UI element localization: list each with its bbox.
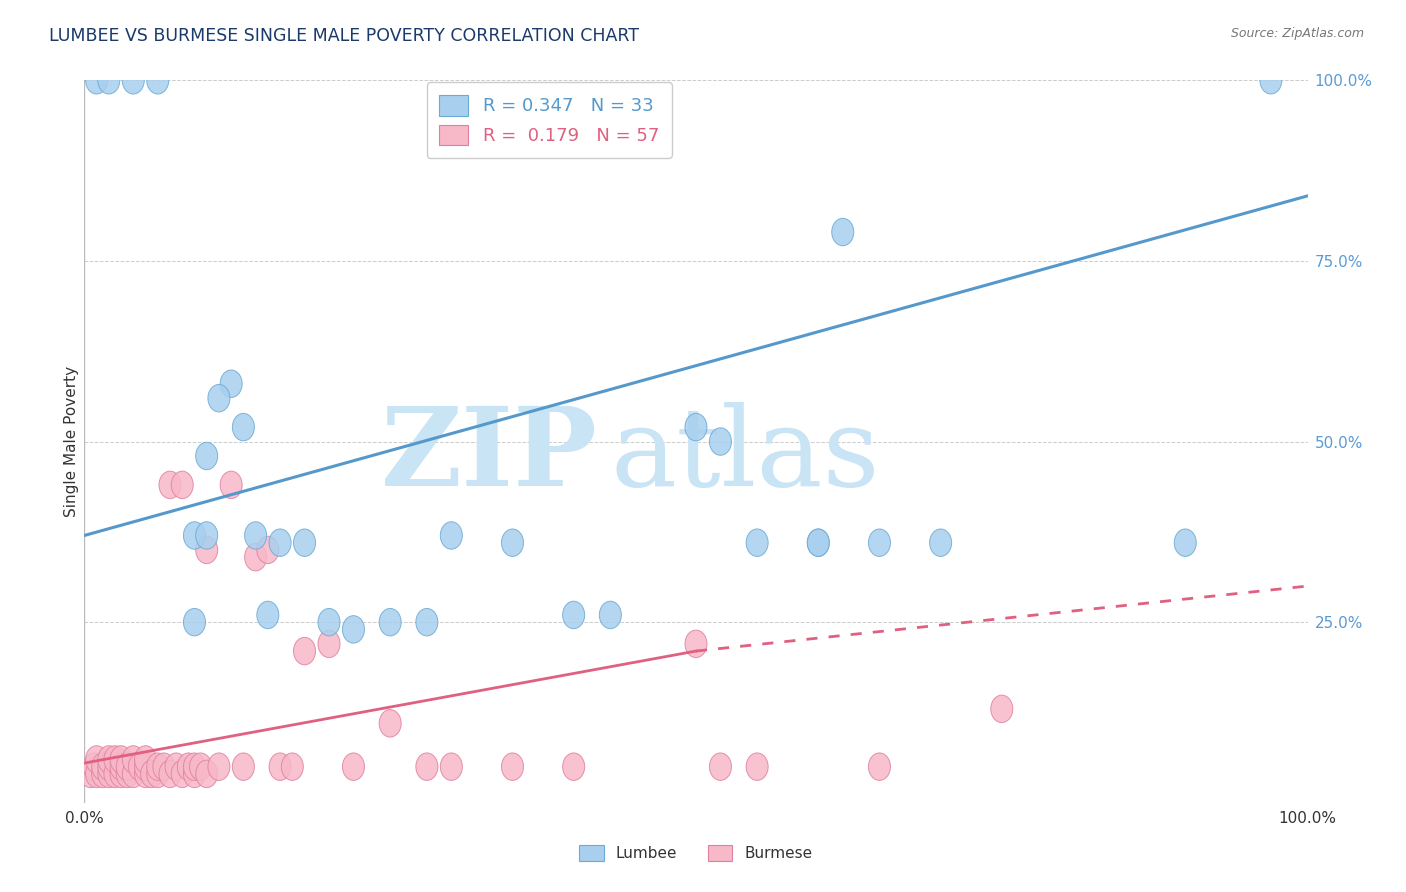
Ellipse shape: [245, 522, 267, 549]
Ellipse shape: [195, 760, 218, 788]
Ellipse shape: [269, 753, 291, 780]
Ellipse shape: [80, 760, 101, 788]
Ellipse shape: [146, 753, 169, 780]
Ellipse shape: [710, 753, 731, 780]
Ellipse shape: [146, 67, 169, 94]
Ellipse shape: [135, 760, 156, 788]
Ellipse shape: [502, 753, 523, 780]
Ellipse shape: [86, 746, 108, 773]
Ellipse shape: [117, 760, 138, 788]
Ellipse shape: [269, 529, 291, 557]
Text: Source: ZipAtlas.com: Source: ZipAtlas.com: [1230, 27, 1364, 40]
Ellipse shape: [135, 746, 156, 773]
Ellipse shape: [245, 543, 267, 571]
Ellipse shape: [294, 638, 315, 665]
Ellipse shape: [562, 753, 585, 780]
Ellipse shape: [343, 753, 364, 780]
Ellipse shape: [183, 753, 205, 780]
Ellipse shape: [190, 753, 211, 780]
Ellipse shape: [232, 413, 254, 441]
Ellipse shape: [135, 753, 156, 780]
Text: LUMBEE VS BURMESE SINGLE MALE POVERTY CORRELATION CHART: LUMBEE VS BURMESE SINGLE MALE POVERTY CO…: [49, 27, 640, 45]
Ellipse shape: [343, 615, 364, 643]
Ellipse shape: [685, 413, 707, 441]
Ellipse shape: [502, 529, 523, 557]
Ellipse shape: [318, 630, 340, 657]
Ellipse shape: [83, 753, 105, 780]
Ellipse shape: [440, 522, 463, 549]
Ellipse shape: [172, 471, 193, 499]
Ellipse shape: [195, 522, 218, 549]
Ellipse shape: [110, 746, 132, 773]
Ellipse shape: [208, 753, 231, 780]
Ellipse shape: [172, 760, 193, 788]
Ellipse shape: [281, 753, 304, 780]
Ellipse shape: [141, 760, 163, 788]
Ellipse shape: [807, 529, 830, 557]
Ellipse shape: [232, 753, 254, 780]
Ellipse shape: [1260, 67, 1282, 94]
Ellipse shape: [221, 370, 242, 398]
Ellipse shape: [747, 753, 768, 780]
Ellipse shape: [685, 630, 707, 657]
Ellipse shape: [153, 753, 174, 780]
Ellipse shape: [159, 471, 181, 499]
Ellipse shape: [110, 760, 132, 788]
Y-axis label: Single Male Poverty: Single Male Poverty: [63, 366, 79, 517]
Ellipse shape: [869, 529, 890, 557]
Ellipse shape: [104, 760, 127, 788]
Ellipse shape: [183, 522, 205, 549]
Ellipse shape: [380, 608, 401, 636]
Ellipse shape: [98, 760, 120, 788]
Ellipse shape: [257, 536, 278, 564]
Ellipse shape: [86, 760, 108, 788]
Ellipse shape: [195, 536, 218, 564]
Ellipse shape: [122, 760, 145, 788]
Ellipse shape: [91, 753, 114, 780]
Ellipse shape: [165, 753, 187, 780]
Ellipse shape: [98, 67, 120, 94]
Ellipse shape: [599, 601, 621, 629]
Ellipse shape: [86, 67, 108, 94]
Ellipse shape: [122, 67, 145, 94]
Ellipse shape: [183, 760, 205, 788]
Text: ZIP: ZIP: [381, 402, 598, 509]
Ellipse shape: [318, 608, 340, 636]
Ellipse shape: [747, 529, 768, 557]
Ellipse shape: [929, 529, 952, 557]
Ellipse shape: [562, 601, 585, 629]
Text: atlas: atlas: [610, 402, 880, 509]
Ellipse shape: [98, 746, 120, 773]
Ellipse shape: [221, 471, 242, 499]
Ellipse shape: [146, 760, 169, 788]
Ellipse shape: [183, 608, 205, 636]
Ellipse shape: [416, 608, 437, 636]
Legend: Lumbee, Burmese: Lumbee, Burmese: [574, 839, 818, 867]
Ellipse shape: [110, 753, 132, 780]
Ellipse shape: [117, 753, 138, 780]
Ellipse shape: [159, 760, 181, 788]
Ellipse shape: [195, 442, 218, 470]
Ellipse shape: [832, 219, 853, 245]
Ellipse shape: [294, 529, 315, 557]
Ellipse shape: [710, 428, 731, 455]
Ellipse shape: [91, 760, 114, 788]
Ellipse shape: [104, 746, 127, 773]
Ellipse shape: [122, 746, 145, 773]
Ellipse shape: [128, 753, 150, 780]
Ellipse shape: [416, 753, 437, 780]
Ellipse shape: [991, 695, 1012, 723]
Ellipse shape: [208, 384, 231, 412]
Ellipse shape: [98, 753, 120, 780]
Ellipse shape: [177, 753, 200, 780]
Ellipse shape: [869, 753, 890, 780]
Ellipse shape: [1174, 529, 1197, 557]
Ellipse shape: [380, 710, 401, 737]
Ellipse shape: [440, 753, 463, 780]
Ellipse shape: [257, 601, 278, 629]
Ellipse shape: [807, 529, 830, 557]
